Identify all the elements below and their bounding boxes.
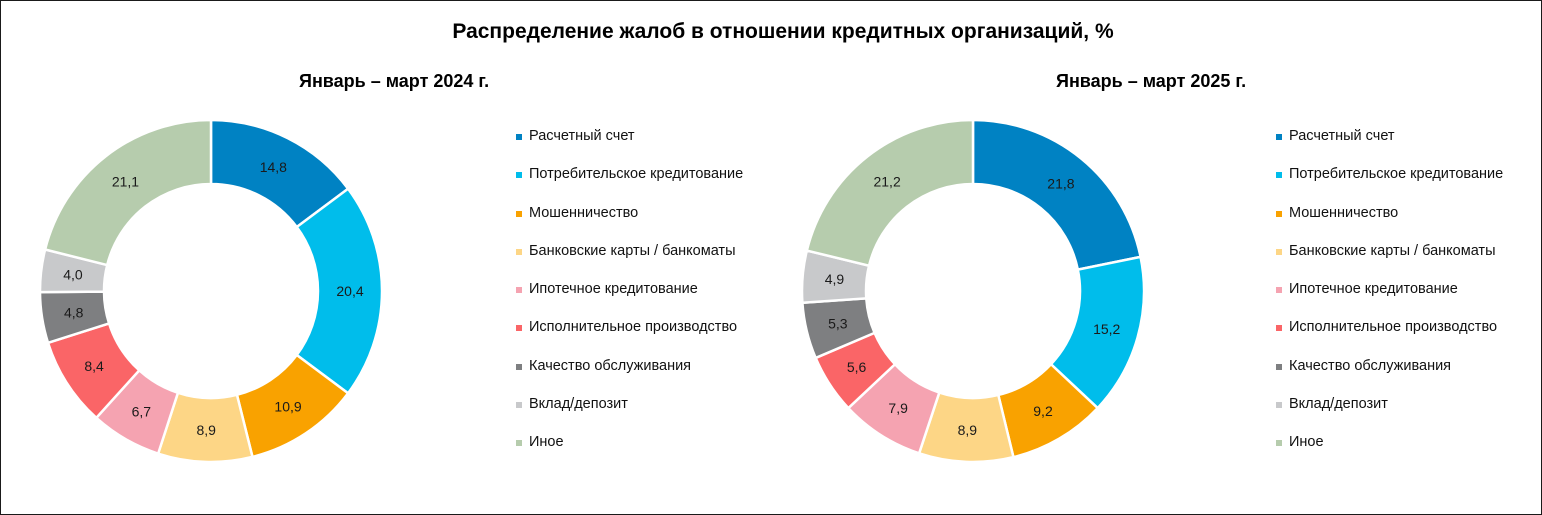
slice-label-2025-2: 15,2 <box>1093 321 1120 337</box>
legend-2024: Расчетный счет Потребительское кредитован… <box>516 128 743 473</box>
slice-label-2024-7: 4,8 <box>64 305 84 321</box>
slice-label-2025-1: 21,8 <box>1047 175 1074 191</box>
legend-label: Ипотечное кредитование <box>529 281 698 298</box>
legend-swatch <box>516 172 522 179</box>
legend-item-2025-8: Вклад/депозит <box>1276 396 1503 434</box>
donut-chart-2024: 14,8 20,4 10,9 8,9 6,7 8,4 4,8 4,0 21,1 <box>38 118 384 464</box>
legend-label: Иное <box>529 434 564 451</box>
legend-label: Вклад/депозит <box>1289 396 1388 413</box>
slice-label-2024-3: 10,9 <box>274 399 301 415</box>
legend-item-2024-8: Вклад/депозит <box>516 396 743 434</box>
legend-swatch <box>1276 210 1282 217</box>
legend-item-2025-5: Ипотечное кредитование <box>1276 281 1503 319</box>
chart-1-subtitle: Январь – март 2024 г. <box>299 71 490 91</box>
slice-label-2024-8: 4,0 <box>63 266 83 282</box>
legend-label: Расчетный счет <box>1289 128 1395 144</box>
legend-swatch <box>1276 363 1282 370</box>
legend-label: Иное <box>1289 434 1324 451</box>
legend-label: Ипотечное кредитование <box>1289 281 1458 298</box>
legend-item-2025-7: Качество обслуживания <box>1276 358 1503 396</box>
legend-label: Качество обслуживания <box>529 357 692 374</box>
legend-label: Мошенничество <box>529 204 639 221</box>
legend-swatch <box>1276 134 1282 140</box>
slice-label-2025-7: 5,3 <box>828 315 848 331</box>
slice-label-2024-4: 8,9 <box>196 422 216 438</box>
legend-label: Расчетный счет <box>529 128 635 144</box>
legend-label: Банковские карты / банкоматы <box>529 242 736 259</box>
legend-item-2024-7: Качество обслуживания <box>516 358 743 396</box>
legend-swatch <box>1276 248 1282 255</box>
legend-item-2025-2: Потребительское кредитование <box>1276 166 1503 204</box>
chart-title: Распределение жалоб в отношении кредитны… <box>452 20 1114 43</box>
legend-swatch <box>516 210 522 217</box>
slice-2025-9 <box>805 118 975 268</box>
legend-label: Качество обслуживания <box>1289 357 1452 374</box>
slice-label-2025-6: 5,6 <box>847 359 867 375</box>
legend-swatch <box>1276 172 1282 179</box>
legend-label: Исполнительное производство <box>1289 319 1498 336</box>
legend-item-2025-9: Иное <box>1276 434 1503 472</box>
legend-item-2024-3: Мошенничество <box>516 205 743 243</box>
legend-swatch <box>516 287 522 294</box>
legend-swatch <box>1276 287 1282 294</box>
legend-item-2024-9: Иное <box>516 434 743 472</box>
slice-label-2024-1: 14,8 <box>260 159 287 175</box>
legend-swatch <box>1276 440 1282 447</box>
slice-label-2025-3: 9,2 <box>1033 403 1053 419</box>
legend-item-2024-4: Банковские карты / банкоматы <box>516 243 743 281</box>
legend-swatch <box>516 440 522 447</box>
slice-label-2024-5: 6,7 <box>132 403 152 419</box>
legend-label: Банковские карты / банкоматы <box>1289 242 1496 259</box>
legend-label: Мошенничество <box>1289 204 1399 221</box>
legend-2025: Расчетный счет Потребительское кредитован… <box>1276 128 1503 473</box>
donut-chart-2025: 21,8 15,2 9,2 8,9 7,9 5,6 5,3 4,9 21,2 <box>800 118 1146 464</box>
legend-swatch <box>516 134 522 140</box>
legend-swatch <box>516 248 522 255</box>
legend-item-2024-5: Ипотечное кредитование <box>516 281 743 319</box>
legend-swatch <box>516 325 522 332</box>
slice-label-2024-2: 20,4 <box>336 283 363 299</box>
legend-item-2025-6: Исполнительное производство <box>1276 319 1503 357</box>
legend-label: Потребительское кредитование <box>1289 166 1504 183</box>
slice-label-2025-4: 8,9 <box>958 422 978 438</box>
legend-item-2024-1: Расчетный счет <box>516 128 743 166</box>
legend-label: Потребительское кредитование <box>529 166 744 183</box>
legend-item-2025-4: Банковские карты / банкоматы <box>1276 243 1503 281</box>
slice-label-2025-9: 21,2 <box>873 174 900 190</box>
legend-swatch <box>1276 325 1282 332</box>
legend-label: Вклад/депозит <box>529 396 628 413</box>
chart-2-subtitle: Январь – март 2025 г. <box>1056 71 1247 91</box>
slice-label-2025-8: 4,9 <box>825 271 845 287</box>
legend-label: Исполнительное производство <box>529 319 738 336</box>
legend-item-2024-6: Исполнительное производство <box>516 319 743 357</box>
slice-label-2024-6: 8,4 <box>84 358 104 374</box>
legend-swatch <box>516 402 522 409</box>
slice-2024-9 <box>43 118 213 267</box>
legend-item-2024-2: Потребительское кредитование <box>516 166 743 204</box>
legend-item-2025-3: Мошенничество <box>1276 205 1503 243</box>
legend-item-2025-1: Расчетный счет <box>1276 128 1503 166</box>
legend-swatch <box>516 363 522 370</box>
slice-2025-1 <box>971 118 1143 272</box>
slice-2024-2 <box>295 187 384 395</box>
slice-label-2025-5: 7,9 <box>888 400 908 416</box>
legend-swatch <box>1276 402 1282 409</box>
slice-label-2024-9: 21,1 <box>112 173 139 189</box>
